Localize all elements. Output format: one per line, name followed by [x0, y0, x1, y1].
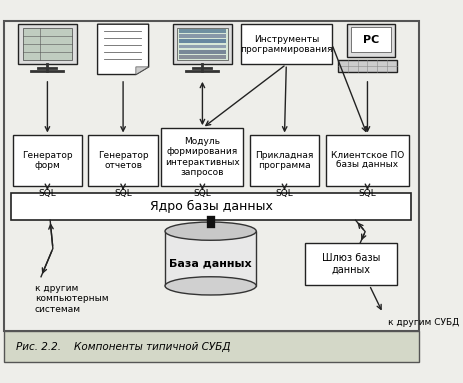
Text: SQL: SQL — [194, 189, 211, 198]
Bar — [18, 24, 76, 64]
Bar — [165, 231, 256, 286]
Polygon shape — [98, 24, 149, 75]
Text: База данных: База данных — [169, 258, 252, 268]
Bar — [179, 29, 226, 33]
Bar — [11, 193, 411, 220]
Text: SQL: SQL — [358, 189, 376, 198]
Text: Шлюз базы
данных: Шлюз базы данных — [322, 253, 380, 275]
Ellipse shape — [165, 222, 256, 240]
Bar — [177, 28, 227, 60]
Text: Клиентское ПО
базы данных: Клиентское ПО базы данных — [331, 151, 404, 170]
Bar — [4, 21, 419, 331]
Bar — [173, 24, 232, 64]
Bar — [179, 55, 226, 59]
Text: SQL: SQL — [275, 189, 294, 198]
Text: PC: PC — [363, 35, 379, 45]
Bar — [338, 60, 397, 72]
Bar — [88, 136, 158, 186]
Text: SQL: SQL — [38, 189, 56, 198]
Text: Прикладная
программа: Прикладная программа — [255, 151, 313, 170]
Text: к другим СУБД: к другим СУБД — [388, 318, 459, 327]
Bar — [13, 136, 82, 186]
Bar — [179, 50, 226, 54]
Text: к другим
компьютерным
системам: к другим компьютерным системам — [35, 284, 108, 314]
Text: Рис. 2.2.    Компоненты типичной СУБД: Рис. 2.2. Компоненты типичной СУБД — [16, 342, 231, 352]
Bar — [179, 39, 226, 43]
Text: Модуль
формирования
интерактивных
запросов: Модуль формирования интерактивных запрос… — [165, 137, 240, 177]
Text: Генератор
форм: Генератор форм — [22, 151, 73, 170]
Bar — [347, 24, 394, 57]
Bar — [306, 243, 397, 285]
Bar — [162, 128, 244, 186]
Text: Генератор
отчетов: Генератор отчетов — [98, 151, 149, 170]
Polygon shape — [136, 67, 149, 75]
Bar — [179, 45, 226, 48]
Bar — [250, 136, 319, 186]
Bar — [241, 24, 332, 64]
Bar — [4, 331, 419, 362]
Text: SQL: SQL — [114, 189, 132, 198]
Text: Ядро базы данных: Ядро базы данных — [150, 200, 273, 213]
Bar — [23, 28, 72, 60]
Bar — [350, 28, 391, 52]
Text: Инструменты
программирования: Инструменты программирования — [240, 34, 332, 54]
Ellipse shape — [165, 277, 256, 295]
Bar — [325, 136, 409, 186]
Bar — [179, 34, 226, 38]
